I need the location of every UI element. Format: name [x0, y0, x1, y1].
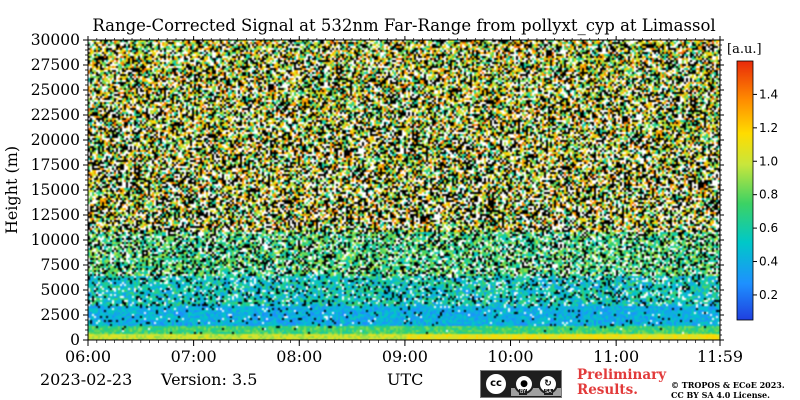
- y-tick-label: 2500: [41, 306, 80, 324]
- preliminary-note: Preliminary Results.: [577, 368, 666, 398]
- x-tick-label: 06:00: [65, 347, 111, 366]
- y-tick-label: 10000: [31, 231, 80, 249]
- colorbar-tick-label: 1.0: [759, 154, 778, 168]
- y-tick-label: 17500: [31, 156, 80, 174]
- x-tick-label: 09:00: [382, 347, 428, 366]
- copyright-line-2: CC BY SA 4.0 License.: [671, 390, 770, 400]
- y-tick-label: 22500: [31, 106, 80, 124]
- sa-label: SA: [544, 389, 553, 395]
- y-axis: 0 2500 5000 7500 10000 12500 15000 17500 20000 22…: [2, 31, 724, 349]
- heatmap-image: [88, 40, 720, 340]
- y-tick-label: 25000: [31, 81, 80, 99]
- by-label: BY: [519, 389, 528, 395]
- y-tick-label: 7500: [41, 256, 80, 274]
- y-tick-label: 20000: [31, 131, 80, 149]
- y-tick-label: 15000: [31, 181, 80, 199]
- colorbar-tick-label: 1.2: [759, 121, 778, 135]
- y-tick-label: 5000: [41, 281, 80, 299]
- copyright-note: © TROPOS & ECoE 2023. CC BY SA 4.0 Licen…: [671, 380, 785, 400]
- colorbar-unit: [a.u.]: [727, 42, 762, 57]
- y-tick-label: 12500: [31, 206, 80, 224]
- x-tick-label: 11:59: [697, 347, 743, 366]
- date-label: 2023-02-23: [40, 370, 133, 389]
- cc-badge-band: [511, 388, 561, 396]
- preliminary-line-1: Preliminary: [577, 367, 667, 383]
- colorbar-tick-label: 0.6: [759, 221, 778, 235]
- colorbar-tick-label: 0.2: [759, 288, 778, 302]
- cc-license-badge: cc ● ↻ BY SA: [480, 370, 562, 398]
- y-axis-label: Height (m): [2, 146, 21, 234]
- colorbar-tick-label: 1.4: [759, 87, 778, 101]
- y-tick-label: 27500: [31, 56, 80, 74]
- x-axis: 06:00 07:00 08:00 09:00 10:00 11:00 11:59: [65, 36, 743, 366]
- chart-title: Range-Corrected Signal at 532nm Far-Rang…: [92, 16, 716, 35]
- y-tick-label: 0: [70, 331, 80, 349]
- x-tick-label: 10:00: [487, 347, 533, 366]
- version-label: Version: 3.5: [161, 370, 258, 389]
- x-tick-label: 08:00: [276, 347, 322, 366]
- colorbar-tick-label: 0.8: [759, 188, 778, 202]
- colorbar: 0.2 0.4 0.6 0.8 1.0 1.2 1.4 [a.u.]: [727, 42, 778, 321]
- colorbar-gradient: [736, 60, 754, 321]
- preliminary-line-2: Results.: [577, 382, 638, 398]
- y-tick-label: 30000: [31, 31, 80, 49]
- copyright-line-1: © TROPOS & ECoE 2023.: [671, 380, 785, 390]
- heatmap-plot-area: [87, 39, 721, 341]
- x-axis-label: UTC: [387, 370, 424, 389]
- cc-icon: cc: [484, 372, 508, 396]
- x-tick-label: 07:00: [171, 347, 217, 366]
- x-tick-label: 11:00: [593, 347, 639, 366]
- colorbar-tick-label: 0.4: [759, 255, 778, 269]
